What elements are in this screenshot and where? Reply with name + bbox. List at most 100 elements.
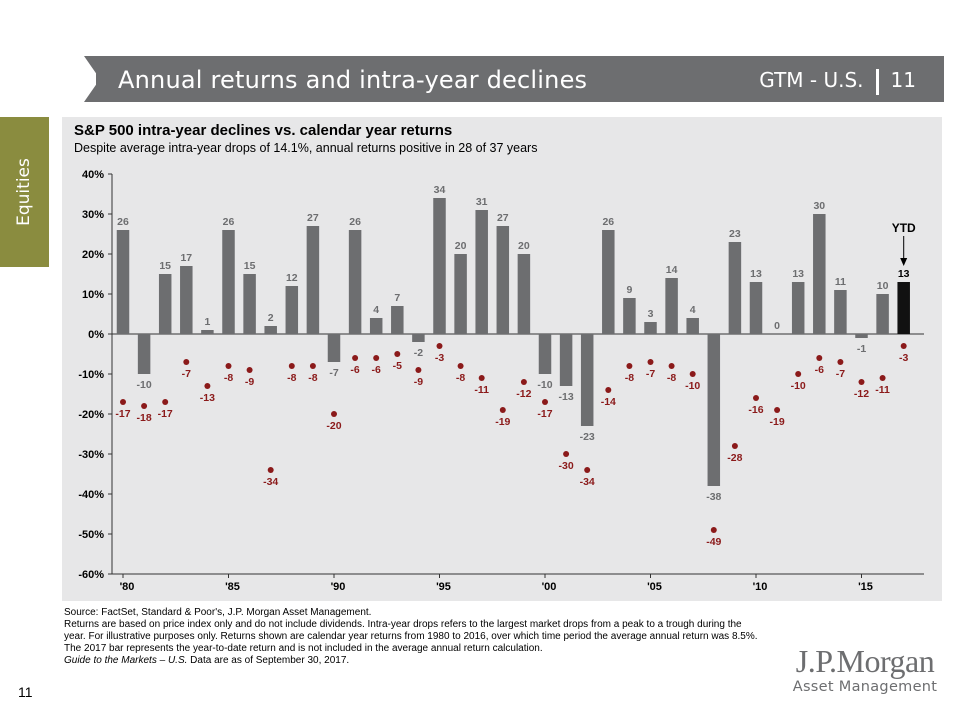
return-bar [580,334,594,426]
decline-label: -13 [200,392,215,404]
decline-label: -18 [137,412,152,424]
decline-dot [499,407,506,413]
return-bar [644,322,657,334]
decline-label: -7 [182,368,191,380]
return-label: 10 [877,280,889,292]
return-bar [728,242,742,334]
decline-label: -8 [224,372,233,384]
x-tick-label: '80 [120,581,135,593]
decline-dot [373,355,380,361]
return-bar [454,254,467,334]
decline-label: -6 [372,364,381,376]
return-label: 15 [159,260,171,272]
section-tab [0,117,49,267]
return-label: -13 [559,391,574,403]
y-tick-label: -40% [78,489,104,501]
decline-dot [204,383,211,389]
return-label: 4 [373,304,379,316]
returns-chart: -60% -50% -40% -30% -20% -10% 0% 10% 20% 30% 40% '8… [78,169,924,593]
return-bar [264,326,277,334]
return-bar [158,274,172,334]
decline-label: -8 [308,372,317,384]
decline-label: -8 [287,372,296,384]
return-bar [855,334,868,338]
return-bar [749,282,763,334]
decline-label: -12 [854,388,869,400]
return-bar [602,230,615,334]
chart-title: S&P 500 intra-year declines vs. calendar… [74,122,453,139]
decline-dot [183,359,190,365]
decline-dot [647,359,654,365]
decline-label: -19 [495,416,510,428]
return-label: 34 [434,184,446,196]
decline-label: -17 [115,408,130,420]
footnote-body: Returns are based on price index only an… [64,619,758,654]
return-bar [369,318,383,334]
decline-dot [520,379,527,385]
section-tab-label: Equities [14,158,34,226]
footnote-guide-title: Guide to the Markets – U.S. [64,655,188,666]
decline-label: -14 [601,396,616,408]
decline-label: -8 [456,372,465,384]
decline-dot [774,407,781,413]
x-tick-label: '95 [436,581,451,593]
return-label: 9 [626,284,632,296]
decline-label: -49 [706,536,721,548]
decline-label: -19 [770,416,785,428]
decline-dot [225,363,232,369]
decline-dot [795,371,802,377]
return-bar [116,230,130,334]
return-label: 2 [268,312,274,324]
decline-label: -6 [350,364,359,376]
page-number: 11 [18,684,33,700]
decline-label: -9 [245,376,254,388]
return-bar [791,282,805,334]
return-label: 0 [774,320,780,332]
decline-dot [858,379,865,385]
return-label: 14 [666,264,678,276]
return-label: -10 [537,379,552,391]
return-bar [623,298,636,334]
return-label: 26 [349,216,361,228]
header-bar [96,56,944,102]
page-title: Annual returns and intra-year declines [118,66,588,94]
ytd-annotation: YTD [892,221,916,235]
return-label: 27 [497,212,509,224]
header-page-number: 11 [890,68,916,92]
decline-label: -7 [836,368,845,380]
decline-dot [837,359,844,365]
decline-dot [162,399,169,405]
decline-dot [246,367,253,373]
x-tick-label: '05 [647,581,662,593]
decline-dot [879,375,886,381]
y-tick-label: -10% [78,369,104,381]
brand-subtitle: Asset Management [792,679,938,695]
decline-label: -11 [875,384,890,396]
decline-dot [352,355,359,361]
return-label: 1 [204,316,210,328]
decline-label: -8 [625,372,634,384]
decline-label: -12 [516,388,531,400]
return-label: 26 [117,216,129,228]
return-bar [834,290,847,334]
return-bar [412,334,425,342]
decline-dot [394,351,401,357]
return-label: -7 [329,367,338,379]
decline-label: -20 [326,420,341,432]
decline-label: -30 [559,460,574,472]
return-bar [137,334,151,374]
decline-dot [563,451,570,457]
decline-dot [141,403,148,409]
return-bar [348,230,362,334]
decline-dot [457,363,464,369]
decline-dot [605,387,612,393]
return-bar [201,330,214,334]
return-bar [876,294,889,334]
y-tick-label: -50% [78,529,104,541]
return-label: 11 [835,276,846,288]
y-tick-label: -60% [78,569,104,581]
jpmorgan-logo: J.P.Morgan Asset Management [790,644,940,696]
decline-dot [626,363,633,369]
return-label: 20 [518,240,530,252]
decline-dot [900,343,907,349]
